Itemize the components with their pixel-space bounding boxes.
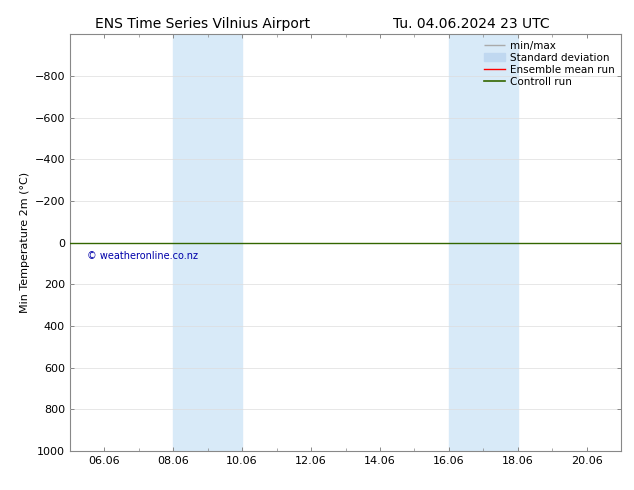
Y-axis label: Min Temperature 2m (°C): Min Temperature 2m (°C) [20,172,30,313]
Text: Tu. 04.06.2024 23 UTC: Tu. 04.06.2024 23 UTC [393,17,550,31]
Legend: min/max, Standard deviation, Ensemble mean run, Controll run: min/max, Standard deviation, Ensemble me… [480,36,619,91]
Text: ENS Time Series Vilnius Airport: ENS Time Series Vilnius Airport [95,17,310,31]
Bar [173,34,242,451]
Bar [449,34,518,451]
Text: © weatheronline.co.nz: © weatheronline.co.nz [87,251,198,261]
